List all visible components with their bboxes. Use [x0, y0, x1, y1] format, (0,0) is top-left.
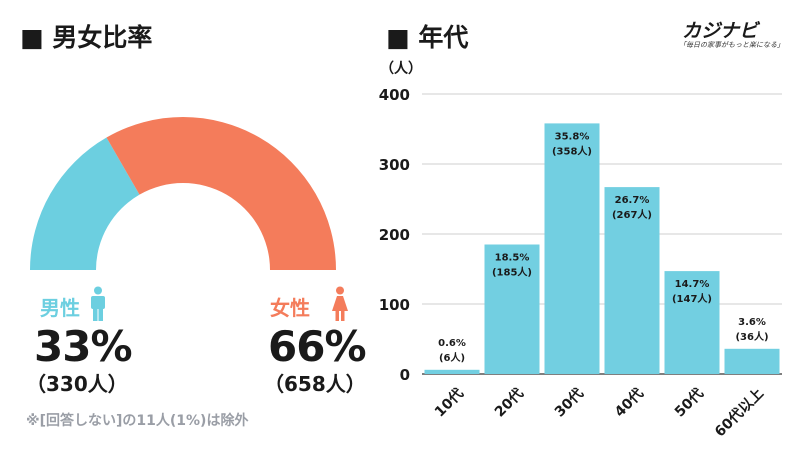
x-tick-label: 50代 [671, 385, 707, 421]
bar-label-pct: 26.7% [615, 195, 650, 206]
y-tick-label: 200 [379, 226, 410, 244]
x-tick-label: 40代 [611, 385, 647, 421]
bar-3 [604, 187, 660, 374]
gender-slice-female [106, 116, 336, 270]
bar-0 [424, 369, 480, 374]
bar-label-count: (147人) [672, 292, 712, 305]
bar-1 [484, 244, 540, 374]
bar-label-count: (267人) [612, 208, 652, 221]
bar-label-count: (185人) [492, 266, 532, 279]
bar-label-pct: 3.6% [738, 317, 766, 328]
bar-4 [664, 271, 720, 374]
bar-2 [544, 123, 600, 375]
female-percent: 66% [268, 322, 367, 371]
x-tick-label: 60代以上 [711, 385, 766, 440]
bar-label-count: (358人) [552, 144, 592, 157]
female-count: （658人） [264, 372, 366, 396]
y-tick-label: 100 [379, 296, 410, 314]
y-tick-label: 0 [400, 366, 410, 384]
bar-label-pct: 14.7% [675, 279, 710, 290]
gender-slice-male [30, 137, 140, 270]
exclusion-note: ※[回答しない]の11人(1%)は除外 [26, 413, 249, 429]
y-tick-label: 400 [379, 86, 410, 104]
bar-5 [724, 348, 780, 374]
y-axis-unit: （人） [380, 61, 422, 77]
logo-tagline: 「毎日の家事がもっと楽になる」 [679, 41, 784, 49]
logo-name: カジナビ [682, 20, 759, 42]
x-tick-label: 20代 [491, 385, 527, 421]
bar-label-pct: 0.6% [438, 338, 466, 349]
age-title: ■ 年代 [386, 23, 469, 52]
bar-label-pct: 35.8% [555, 131, 590, 142]
male-percent: 33% [34, 322, 133, 371]
y-tick-label: 300 [379, 156, 410, 174]
male-person-icon [91, 286, 105, 321]
male-count: （330人） [26, 372, 128, 396]
male-label: 男性 [40, 296, 80, 320]
gender-ratio-title: ■ 男女比率 [20, 23, 153, 52]
bar-label-count: (6人) [439, 351, 465, 364]
x-tick-label: 30代 [551, 385, 587, 421]
female-label: 女性 [270, 296, 310, 320]
bar-label-pct: 18.5% [495, 253, 530, 264]
female-person-icon [332, 286, 348, 321]
gender-half-donut [30, 116, 336, 270]
x-tick-label: 10代 [431, 385, 467, 421]
bar-label-count: (36人) [735, 330, 768, 343]
